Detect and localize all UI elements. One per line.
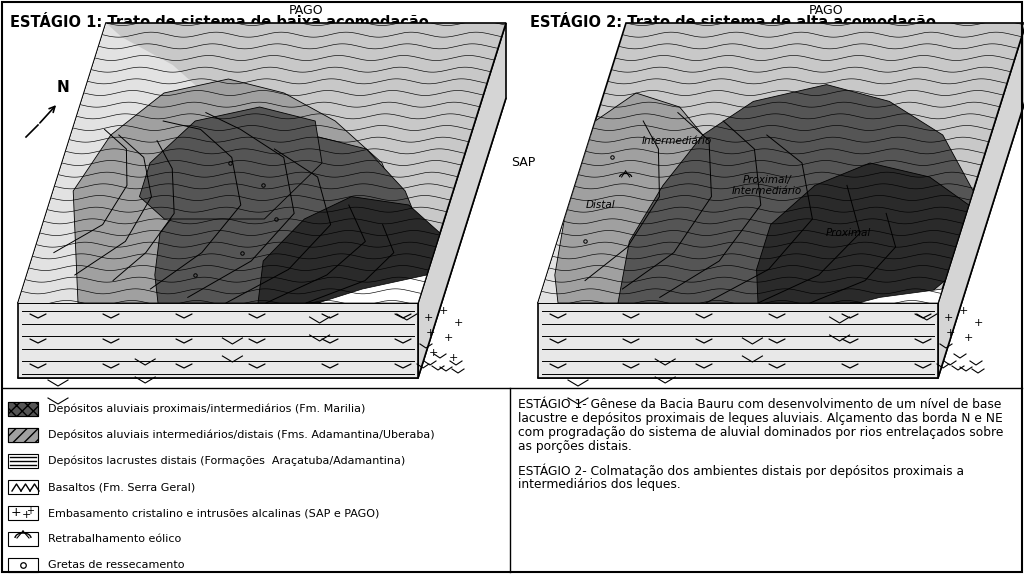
Text: +: + xyxy=(449,353,458,363)
Text: +: + xyxy=(945,328,954,338)
Text: +: + xyxy=(443,333,453,343)
Text: +: + xyxy=(423,313,433,323)
Text: Gretas de ressecamento: Gretas de ressecamento xyxy=(48,560,184,570)
Bar xyxy=(8,506,38,520)
Bar xyxy=(8,428,38,442)
Bar xyxy=(8,532,38,546)
Text: +: + xyxy=(22,510,31,520)
Text: Intermediário: Intermediário xyxy=(642,135,712,146)
Bar xyxy=(8,558,38,572)
Text: Proximal/
Intermediário: Proximal/ Intermediário xyxy=(732,174,802,196)
Polygon shape xyxy=(18,23,258,303)
Bar xyxy=(8,428,38,442)
Polygon shape xyxy=(538,98,1024,378)
Text: intermediários dos leques.: intermediários dos leques. xyxy=(518,478,681,491)
Text: ESTÁGIO 1- Gênese da Bacia Bauru com desenvolvimento de um nível de base: ESTÁGIO 1- Gênese da Bacia Bauru com des… xyxy=(518,398,1001,411)
Text: N: N xyxy=(56,80,70,95)
Polygon shape xyxy=(555,93,758,303)
Polygon shape xyxy=(757,163,969,303)
Polygon shape xyxy=(938,23,1024,378)
Polygon shape xyxy=(258,197,440,303)
Polygon shape xyxy=(73,79,407,303)
Polygon shape xyxy=(538,135,626,303)
Text: +: + xyxy=(10,506,22,519)
Text: Depósitos lacrustes distais (Formações  Araçatuba/Adamantina): Depósitos lacrustes distais (Formações A… xyxy=(48,456,406,466)
Text: PAGO: PAGO xyxy=(289,4,324,17)
Text: +: + xyxy=(964,333,973,343)
Bar xyxy=(8,402,38,416)
Text: Embasamento cristalino e intrusões alcalinas (SAP e PAGO): Embasamento cristalino e intrusões alcal… xyxy=(48,508,379,518)
Text: SAP: SAP xyxy=(511,157,536,169)
Text: Proximal: Proximal xyxy=(825,228,870,238)
Text: as porções distais.: as porções distais. xyxy=(518,440,632,453)
Text: +: + xyxy=(26,506,34,516)
Text: Depósitos aluviais intermediários/distais (Fms. Adamantina/Uberaba): Depósitos aluviais intermediários/distai… xyxy=(48,430,434,440)
Text: Depósitos aluviais proximais/intermediários (Fm. Marilia): Depósitos aluviais proximais/intermediár… xyxy=(48,404,366,414)
Text: +: + xyxy=(425,328,434,338)
Text: ESTÁGIO 1: Trato de sistema de baixa acomodação: ESTÁGIO 1: Trato de sistema de baixa aco… xyxy=(10,12,429,30)
Text: +: + xyxy=(454,318,463,328)
Text: +: + xyxy=(438,306,447,316)
Polygon shape xyxy=(155,135,428,303)
Polygon shape xyxy=(538,303,938,378)
Text: lacustre e depósitos proximais de leques aluviais. Alçamento das borda N e NE: lacustre e depósitos proximais de leques… xyxy=(518,412,1002,425)
Text: PAGO: PAGO xyxy=(809,4,844,17)
Polygon shape xyxy=(538,23,1024,303)
Text: +: + xyxy=(974,318,983,328)
Polygon shape xyxy=(418,23,506,378)
Polygon shape xyxy=(139,107,322,219)
Polygon shape xyxy=(306,275,427,303)
Bar xyxy=(8,480,38,494)
Text: +: + xyxy=(428,348,437,358)
Polygon shape xyxy=(18,98,506,378)
Text: Retrabalhamento eólico: Retrabalhamento eólico xyxy=(48,534,181,544)
Text: ESTÁGIO 2: Trato de sistema de alta acomodação: ESTÁGIO 2: Trato de sistema de alta acom… xyxy=(530,12,936,30)
Polygon shape xyxy=(18,23,506,303)
Polygon shape xyxy=(18,303,418,378)
Text: Basaltos (Fm. Serra Geral): Basaltos (Fm. Serra Geral) xyxy=(48,482,196,492)
Text: ESTÁGIO 2- Colmatação dos ambientes distais por depósitos proximais a: ESTÁGIO 2- Colmatação dos ambientes dist… xyxy=(518,464,964,479)
Bar xyxy=(8,454,38,468)
Bar xyxy=(8,402,38,416)
Text: +: + xyxy=(958,306,968,316)
Text: Distal: Distal xyxy=(586,200,615,210)
Text: com progradação do sistema de aluvial dominados por rios entrelaçados sobre: com progradação do sistema de aluvial do… xyxy=(518,426,1004,439)
Polygon shape xyxy=(618,84,973,303)
Text: +: + xyxy=(943,313,952,323)
Polygon shape xyxy=(850,289,942,303)
